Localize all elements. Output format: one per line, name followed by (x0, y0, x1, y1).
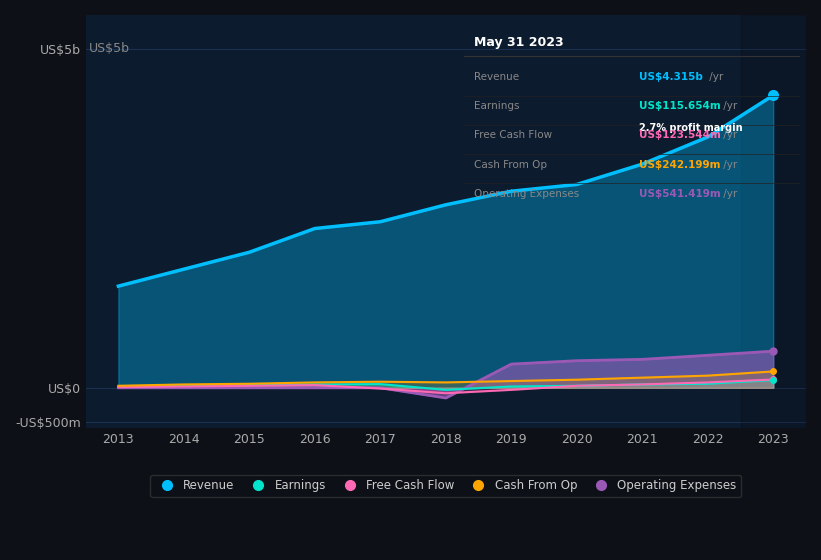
Text: /yr: /yr (720, 130, 737, 141)
Text: US$4.315b: US$4.315b (639, 72, 703, 82)
Text: May 31 2023: May 31 2023 (474, 36, 563, 49)
Text: 2.7% profit margin: 2.7% profit margin (639, 123, 742, 133)
Text: US$541.419m: US$541.419m (639, 189, 721, 199)
Legend: Revenue, Earnings, Free Cash Flow, Cash From Op, Operating Expenses: Revenue, Earnings, Free Cash Flow, Cash … (150, 474, 741, 497)
Text: Earnings: Earnings (474, 101, 520, 111)
Text: US$5b: US$5b (89, 43, 130, 55)
Text: US$242.199m: US$242.199m (639, 160, 720, 170)
Text: Revenue: Revenue (474, 72, 519, 82)
Text: Free Cash Flow: Free Cash Flow (474, 130, 552, 141)
Text: /yr: /yr (720, 160, 737, 170)
Text: Cash From Op: Cash From Op (474, 160, 547, 170)
Text: /yr: /yr (720, 101, 737, 111)
Text: /yr: /yr (720, 189, 737, 199)
Bar (741, 15, 806, 428)
Text: Operating Expenses: Operating Expenses (474, 189, 579, 199)
Text: US$115.654m: US$115.654m (639, 101, 721, 111)
Text: US$123.544m: US$123.544m (639, 130, 721, 141)
Text: /yr: /yr (705, 72, 722, 82)
